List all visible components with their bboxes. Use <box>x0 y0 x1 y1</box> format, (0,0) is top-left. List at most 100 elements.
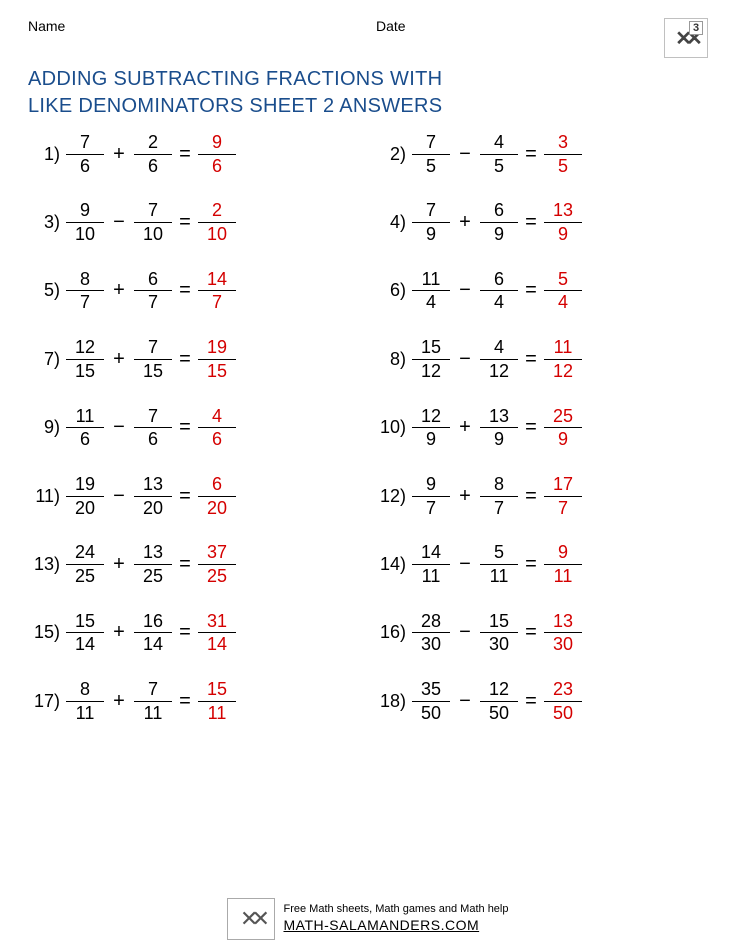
numerator: 13 <box>547 200 579 221</box>
numerator: 3 <box>552 132 574 153</box>
numerator: 6 <box>142 269 164 290</box>
numerator: 11 <box>416 269 447 290</box>
operand-a-fraction: 97 <box>412 474 450 518</box>
numerator: 7 <box>420 200 442 221</box>
operand-b-fraction: 710 <box>134 200 172 244</box>
operator: + <box>450 211 480 234</box>
numerator: 13 <box>483 406 515 427</box>
fraction-bar <box>198 359 236 360</box>
problem-number: 10) <box>374 417 412 438</box>
problem-number: 18) <box>374 691 412 712</box>
fraction-bar <box>134 154 172 155</box>
operand-b-fraction: 45 <box>480 132 518 176</box>
operand-a-fraction: 910 <box>66 200 104 244</box>
operand-a-fraction: 114 <box>412 269 450 313</box>
denominator: 20 <box>201 498 233 519</box>
problem-number: 16) <box>374 622 412 643</box>
footer: ✕✕ Free Math sheets, Math games and Math… <box>0 898 736 940</box>
denominator: 6 <box>206 429 228 450</box>
operand-b-fraction: 1530 <box>480 611 518 655</box>
operator: + <box>104 553 134 576</box>
fraction-bar <box>412 154 450 155</box>
numerator: 28 <box>415 611 447 632</box>
problem-row: 10)129+139=259 <box>374 406 708 450</box>
numerator: 9 <box>206 132 228 153</box>
equals: = <box>518 211 544 234</box>
denominator: 7 <box>420 498 442 519</box>
problem-row: 15)1514+1614=3114 <box>28 611 362 655</box>
operand-a-fraction: 116 <box>66 406 104 450</box>
denominator: 50 <box>415 703 447 724</box>
denominator: 10 <box>201 224 233 245</box>
problem-row: 14)1411−511=911 <box>374 542 708 586</box>
operand-b-fraction: 711 <box>134 679 172 723</box>
operand-a-fraction: 1215 <box>66 337 104 381</box>
operand-a-fraction: 129 <box>412 406 450 450</box>
denominator: 9 <box>488 429 510 450</box>
fraction-bar <box>412 701 450 702</box>
fraction-bar <box>412 222 450 223</box>
numerator: 14 <box>201 269 233 290</box>
problem-number: 8) <box>374 349 412 370</box>
answer-fraction: 2350 <box>544 679 582 723</box>
operator: + <box>450 416 480 439</box>
operand-b-fraction: 1250 <box>480 679 518 723</box>
fraction-bar <box>412 427 450 428</box>
fraction-bar <box>198 222 236 223</box>
denominator: 14 <box>201 634 233 655</box>
numerator: 16 <box>137 611 169 632</box>
problem-number: 12) <box>374 486 412 507</box>
fraction-bar <box>134 701 172 702</box>
numerator: 6 <box>488 200 510 221</box>
numerator: 4 <box>206 406 228 427</box>
equals: = <box>172 211 198 234</box>
numerator: 25 <box>547 406 579 427</box>
operator: + <box>104 348 134 371</box>
operand-b-fraction: 1614 <box>134 611 172 655</box>
numerator: 8 <box>488 474 510 495</box>
fraction-bar <box>134 222 172 223</box>
equals: = <box>172 416 198 439</box>
answer-fraction: 3725 <box>198 542 236 586</box>
operand-a-fraction: 1514 <box>66 611 104 655</box>
fraction-bar <box>66 496 104 497</box>
denominator: 5 <box>488 156 510 177</box>
problem-number: 17) <box>28 691 66 712</box>
problem-number: 14) <box>374 554 412 575</box>
fraction-bar <box>198 564 236 565</box>
numerator: 6 <box>206 474 228 495</box>
grade-badge: ✕✕ 3 <box>664 18 708 58</box>
numerator: 15 <box>201 679 233 700</box>
numerator: 13 <box>547 611 579 632</box>
denominator: 30 <box>415 634 447 655</box>
denominator: 25 <box>201 566 233 587</box>
operator: + <box>104 621 134 644</box>
problem-number: 6) <box>374 280 412 301</box>
fraction-bar <box>480 701 518 702</box>
denominator: 11 <box>70 703 101 724</box>
title-line-1: ADDING SUBTRACTING FRACTIONS WITH <box>28 68 442 90</box>
denominator: 50 <box>547 703 579 724</box>
numerator: 35 <box>415 679 447 700</box>
numerator: 2 <box>206 200 228 221</box>
problem-row: 4)79+69=139 <box>374 200 708 244</box>
denominator: 4 <box>420 292 442 313</box>
denominator: 11 <box>202 703 233 724</box>
fraction-bar <box>134 290 172 291</box>
problem-number: 7) <box>28 349 66 370</box>
date-label: Date <box>316 18 664 34</box>
operand-a-fraction: 2830 <box>412 611 450 655</box>
numerator: 31 <box>201 611 233 632</box>
numerator: 7 <box>142 679 164 700</box>
denominator: 9 <box>552 224 574 245</box>
operand-b-fraction: 26 <box>134 132 172 176</box>
name-label: Name <box>28 18 316 34</box>
numerator: 8 <box>74 679 96 700</box>
numerator: 7 <box>74 132 96 153</box>
problem-number: 1) <box>28 144 66 165</box>
problem-row: 12)97+87=177 <box>374 474 708 518</box>
answer-fraction: 3114 <box>198 611 236 655</box>
problem-number: 5) <box>28 280 66 301</box>
grade-number: 3 <box>689 21 703 35</box>
denominator: 15 <box>201 361 233 382</box>
